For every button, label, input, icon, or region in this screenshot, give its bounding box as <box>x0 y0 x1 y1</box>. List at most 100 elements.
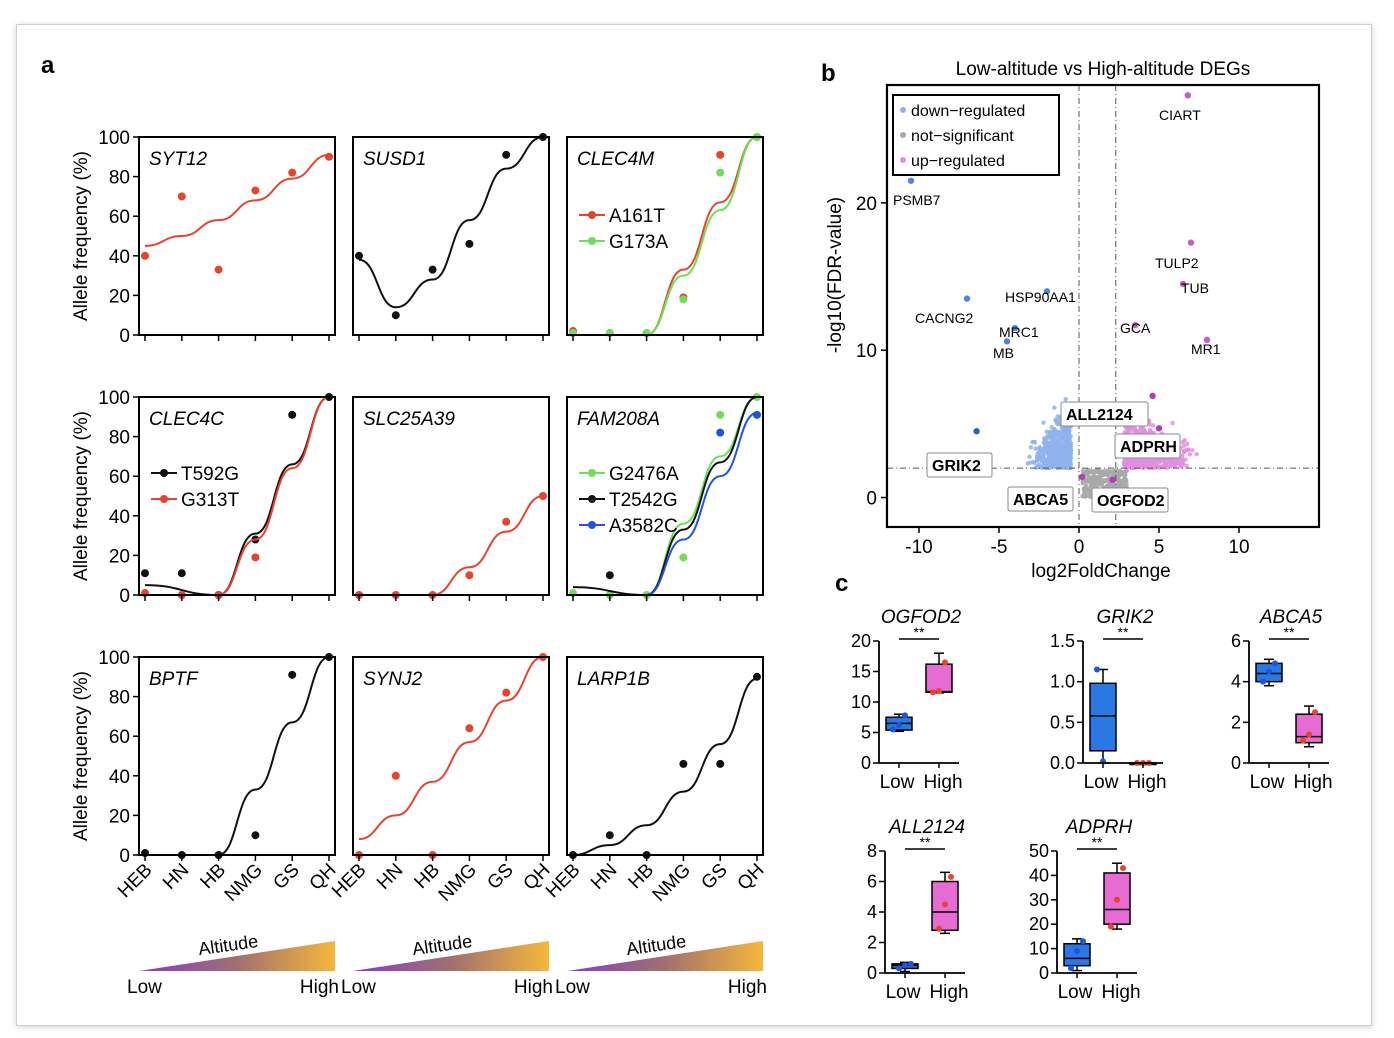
box-data-point <box>936 688 942 695</box>
down-regulated-point <box>1056 449 1061 454</box>
box-data-point <box>908 960 914 967</box>
gene-label-box <box>1114 433 1181 459</box>
x-tick-label: NMG <box>221 860 267 906</box>
subplot-gene-title: LARP1B <box>577 669 650 690</box>
down-regulated-point <box>1051 434 1056 440</box>
data-point <box>288 168 297 177</box>
box-data-point <box>1120 865 1126 872</box>
allele-subplot-fam208a: FAM208A G2476A T2542G A3582C <box>566 393 764 601</box>
subplot-frame <box>138 656 336 856</box>
y-tick-label: 20 <box>109 806 130 827</box>
box-data-point <box>902 712 908 719</box>
labeled-gene-point <box>1011 324 1019 332</box>
x-tick-label: GS <box>483 860 517 894</box>
y-tick-label: 8 <box>867 841 877 861</box>
down-regulated-point <box>1027 454 1032 459</box>
data-point <box>716 150 725 159</box>
down-regulated-point <box>1033 446 1038 451</box>
x-tick-label: HEB <box>542 860 584 902</box>
gene-label: MB <box>993 345 1014 361</box>
data-point <box>753 410 761 419</box>
not-significant-point <box>1097 469 1102 474</box>
not-significant-point <box>1099 482 1105 487</box>
down-regulated-point <box>1064 428 1070 434</box>
gene-label: ADPRH <box>1120 439 1177 456</box>
subplot-gene-title: SUSD1 <box>363 149 426 170</box>
down-regulated-point <box>1041 420 1046 425</box>
subplot-frame <box>566 656 764 856</box>
y-tick-label: 10 <box>851 692 871 712</box>
y-tick-label: 30 <box>1029 890 1049 910</box>
y-tick-label: 0 <box>119 326 130 347</box>
subplot-frame <box>138 396 336 596</box>
labeled-gene-point <box>1203 336 1211 344</box>
subplot-gene-title: CLEC4M <box>577 149 654 170</box>
allele-subplot-clec4m: CLEC4M A161T G173A <box>566 133 764 341</box>
legend-label: G173A <box>609 232 668 253</box>
y-axis-title: Allele frequency (%) <box>71 151 92 321</box>
panel-b-volcano-plot: Low-altitude vs High-altitude DEGs CIART P… <box>825 59 1321 582</box>
y-tick-label: 40 <box>109 767 130 788</box>
labeled-gene-point <box>907 177 915 184</box>
up-regulated-point <box>1155 464 1160 469</box>
fit-curve <box>144 153 330 247</box>
data-point <box>465 724 474 733</box>
down-regulated-point <box>1046 460 1051 465</box>
legend-label: not−significant <box>911 128 1014 145</box>
gene-label: MR1 <box>1191 341 1221 357</box>
not-significant-point <box>1121 476 1127 482</box>
altitude-high-label: High <box>728 977 767 998</box>
up-regulated-point <box>1142 429 1148 434</box>
x-tick-label: NMG <box>435 860 481 906</box>
gene-label-box <box>1091 487 1169 513</box>
y-tick-label: 2 <box>1231 712 1241 732</box>
gene-label: ALL2124 <box>1066 407 1133 424</box>
significance-marker: ** <box>1284 624 1295 640</box>
box-data-point <box>942 901 948 908</box>
up-regulated-point <box>1163 461 1168 466</box>
y-tick-label: 2 <box>867 933 877 953</box>
data-point <box>428 265 437 274</box>
box-iqr <box>1089 682 1117 752</box>
allele-subplot-syt12: SYT12 0 20 40 60 80 100 Allele frequency (%) <box>71 128 336 347</box>
x-tick-label: Low <box>1084 772 1119 793</box>
boxplot-title: ALL2124 <box>888 817 965 838</box>
up-regulated-point <box>1151 457 1156 463</box>
labeled-gene-point <box>1149 392 1156 400</box>
y-tick-label: 10 <box>856 341 877 362</box>
y-tick-label: 0 <box>861 753 871 773</box>
up-regulated-point <box>1180 457 1185 462</box>
boxplot-abca5: ABCA5** 0 2 4 6 Low High <box>1231 607 1333 793</box>
gene-label: GRIK2 <box>932 458 981 475</box>
gene-label: TUB <box>1181 280 1209 296</box>
allele-subplot-susd1: SUSD1 <box>352 133 550 341</box>
down-regulated-point <box>1027 460 1033 465</box>
up-regulated-point <box>1185 441 1190 447</box>
not-significant-point <box>1116 473 1121 478</box>
down-regulated-point <box>1049 424 1054 430</box>
legend-label: G2476A <box>609 464 679 485</box>
data-point <box>502 517 511 526</box>
labeled-gene-point <box>1043 288 1051 295</box>
not-significant-point <box>1105 477 1110 482</box>
gene-label: GCA <box>1120 320 1151 336</box>
box-data-point <box>896 722 902 729</box>
x-tick-label: HN <box>587 860 621 894</box>
altitude-low-label: Low <box>127 977 162 998</box>
box-iqr <box>925 663 953 693</box>
data-point <box>251 831 260 840</box>
y-tick-label: 0 <box>867 963 877 983</box>
x-tick-label: High <box>929 982 968 1003</box>
down-regulated-point <box>1041 461 1047 467</box>
figure-frame: a b c SYT12 0 20 40 60 80 100 Allele frequency … <box>16 24 1372 1026</box>
data-point <box>177 192 186 201</box>
gene-label: OGFOD2 <box>1097 493 1165 510</box>
data-point <box>355 251 363 260</box>
data-point <box>391 311 400 320</box>
boxplot-adprh: ADPRH** 0 10 20 30 40 50 Low High <box>1029 817 1141 1003</box>
y-tick-label: 40 <box>1029 865 1049 885</box>
y-tick-label: 1.0 <box>1050 672 1075 692</box>
data-point <box>716 168 725 177</box>
